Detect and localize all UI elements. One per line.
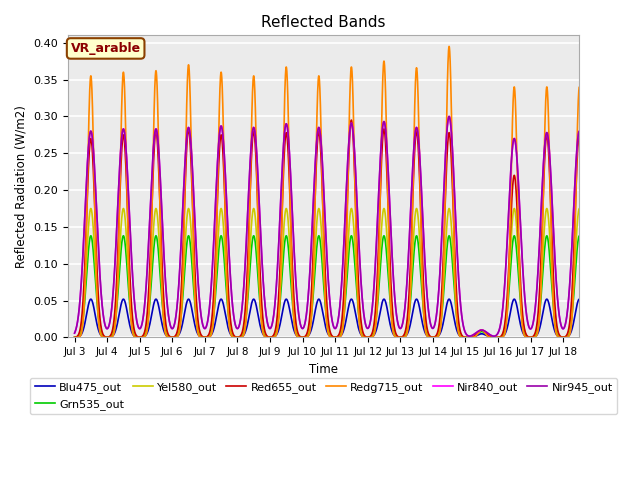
Redg715_out bbox=[89, 112, 97, 118]
Blu475_out bbox=[388, 329, 396, 335]
Nir840_out bbox=[388, 256, 396, 262]
Red655_out bbox=[468, 334, 476, 340]
Red655_out bbox=[374, 250, 382, 256]
Grn535_out bbox=[271, 332, 279, 337]
Nir945_out bbox=[89, 138, 97, 144]
Blu475_out bbox=[89, 300, 97, 306]
Nir945_out bbox=[70, 330, 78, 336]
Yel580_out bbox=[89, 219, 97, 225]
Line: Nir840_out: Nir840_out bbox=[74, 117, 596, 336]
Red655_out bbox=[89, 154, 97, 159]
Grn535_out bbox=[374, 293, 382, 299]
Redg715_out bbox=[388, 324, 396, 330]
Grn535_out bbox=[468, 334, 476, 340]
Blu475_out bbox=[316, 297, 323, 303]
Yel580_out bbox=[271, 331, 279, 337]
Redg715_out bbox=[592, 335, 600, 340]
Grn535_out bbox=[463, 335, 471, 340]
Red655_out bbox=[70, 335, 78, 340]
Blu475_out bbox=[271, 334, 279, 339]
Nir945_out bbox=[388, 256, 396, 262]
Red655_out bbox=[316, 131, 323, 137]
Yel580_out bbox=[70, 335, 78, 340]
Redg715_out bbox=[468, 335, 476, 340]
Nir840_out bbox=[445, 114, 453, 120]
Line: Grn535_out: Grn535_out bbox=[74, 236, 596, 337]
Legend: Blu475_out, Grn535_out, Yel580_out, Red655_out, Redg715_out, Nir840_out, Nir945_: Blu475_out, Grn535_out, Yel580_out, Red6… bbox=[30, 378, 618, 414]
Redg715_out bbox=[70, 335, 78, 340]
Yel580_out bbox=[388, 317, 396, 323]
X-axis label: Time: Time bbox=[309, 363, 338, 376]
Nir945_out bbox=[271, 303, 278, 309]
Nir840_out bbox=[70, 330, 78, 336]
Red655_out bbox=[592, 335, 600, 340]
Grn535_out bbox=[89, 243, 97, 249]
Nir840_out bbox=[271, 303, 278, 309]
Nir840_out bbox=[316, 126, 323, 132]
Nir840_out bbox=[468, 333, 476, 338]
Nir945_out bbox=[592, 330, 600, 336]
Redg715_out bbox=[493, 335, 500, 340]
Nir945_out bbox=[316, 126, 323, 132]
Yel580_out bbox=[87, 205, 95, 211]
Line: Yel580_out: Yel580_out bbox=[74, 208, 596, 337]
Nir945_out bbox=[490, 333, 498, 339]
Grn535_out bbox=[316, 235, 323, 240]
Title: Reflected Bands: Reflected Bands bbox=[262, 15, 386, 30]
Nir840_out bbox=[592, 330, 600, 336]
Nir945_out bbox=[445, 114, 453, 120]
Redg715_out bbox=[316, 79, 323, 85]
Grn535_out bbox=[388, 321, 396, 326]
Nir945_out bbox=[468, 333, 476, 338]
Grn535_out bbox=[87, 233, 95, 239]
Redg715_out bbox=[271, 334, 278, 340]
Red655_out bbox=[492, 335, 500, 340]
Blu475_out bbox=[463, 335, 470, 340]
Redg715_out bbox=[445, 44, 453, 49]
Line: Red655_out: Red655_out bbox=[74, 120, 596, 337]
Nir840_out bbox=[89, 138, 97, 144]
Text: VR_arable: VR_arable bbox=[70, 42, 141, 55]
Yel580_out bbox=[592, 335, 600, 340]
Blu475_out bbox=[468, 334, 476, 340]
Blu475_out bbox=[592, 335, 600, 340]
Nir840_out bbox=[490, 333, 498, 339]
Yel580_out bbox=[468, 334, 476, 340]
Blu475_out bbox=[87, 296, 95, 302]
Red655_out bbox=[271, 329, 278, 335]
Yel580_out bbox=[374, 282, 382, 288]
Redg715_out bbox=[374, 278, 382, 284]
Y-axis label: Reflected Radiation (W/m2): Reflected Radiation (W/m2) bbox=[15, 105, 28, 268]
Line: Nir945_out: Nir945_out bbox=[74, 117, 596, 336]
Line: Blu475_out: Blu475_out bbox=[74, 299, 596, 337]
Nir840_out bbox=[374, 202, 382, 208]
Line: Redg715_out: Redg715_out bbox=[74, 47, 596, 337]
Grn535_out bbox=[592, 335, 600, 340]
Yel580_out bbox=[316, 208, 323, 214]
Nir945_out bbox=[374, 202, 382, 208]
Grn535_out bbox=[70, 335, 78, 340]
Red655_out bbox=[348, 117, 355, 123]
Red655_out bbox=[388, 306, 396, 312]
Yel580_out bbox=[463, 335, 471, 340]
Blu475_out bbox=[374, 319, 382, 325]
Blu475_out bbox=[70, 335, 78, 340]
